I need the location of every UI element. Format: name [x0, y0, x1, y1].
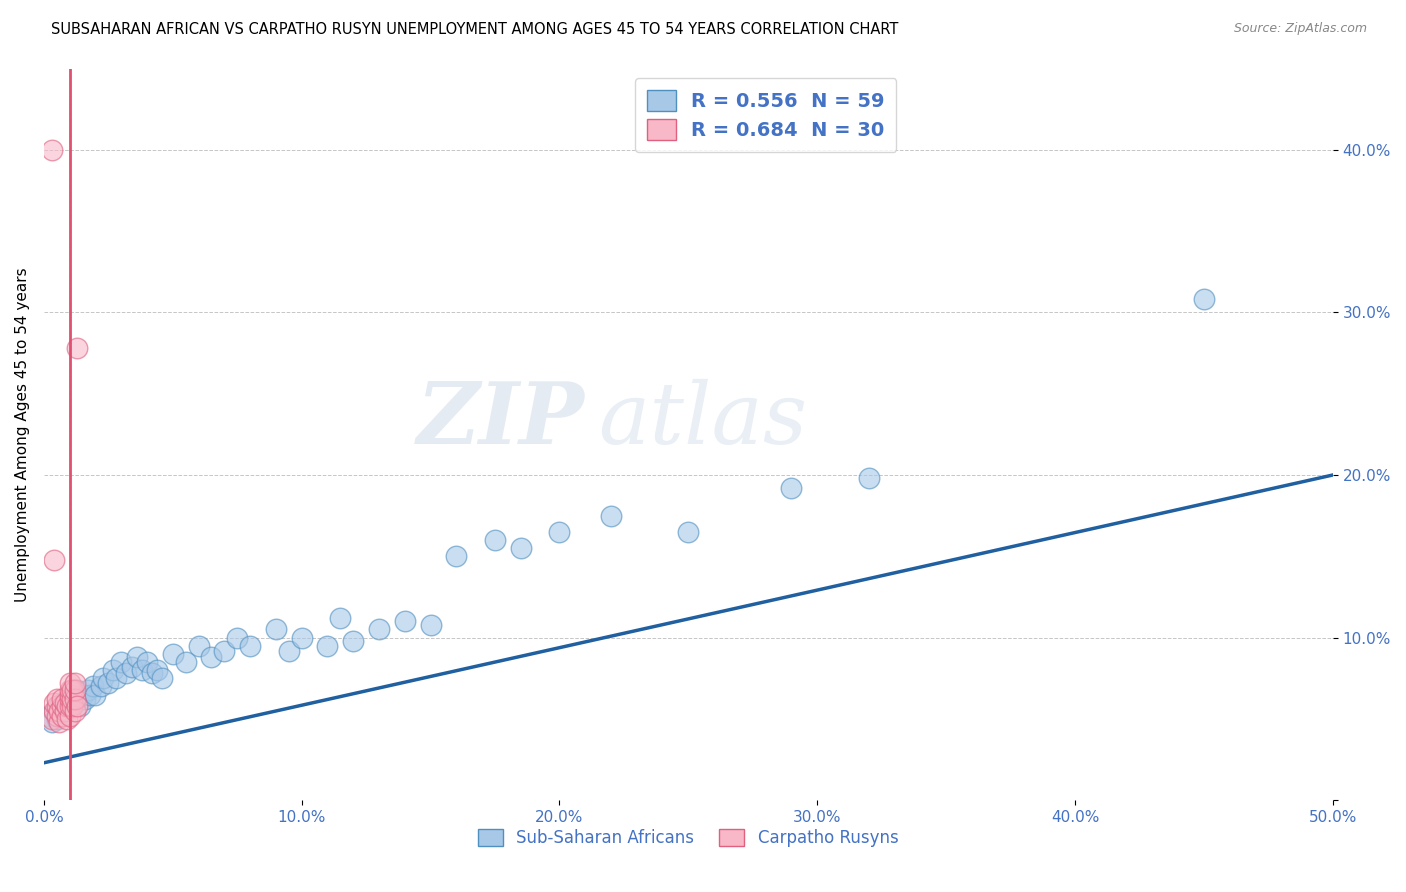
Point [51, 692, 73, 706]
Point [59, 676, 82, 690]
Text: Source: ZipAtlas.com: Source: ZipAtlas.com [1233, 22, 1367, 36]
Point [162, 647, 184, 661]
Point [59, 682, 82, 697]
Point [125, 650, 148, 665]
Point [316, 639, 339, 653]
Point [264, 623, 287, 637]
Point [59, 698, 82, 713]
Point [446, 549, 468, 564]
Point [63, 682, 86, 697]
Point [48, 715, 70, 730]
Text: atlas: atlas [598, 378, 807, 461]
Text: SUBSAHARAN AFRICAN VS CARPATHO RUSYN UNEMPLOYMENT AMONG AGES 45 TO 54 YEARS CORR: SUBSAHARAN AFRICAN VS CARPATHO RUSYN UNE… [51, 22, 898, 37]
Point [678, 524, 700, 539]
Point [45, 712, 67, 726]
Point [291, 631, 314, 645]
Point [60, 682, 83, 697]
Legend: Sub-Saharan Africans, Carpatho Rusyns: Sub-Saharan Africans, Carpatho Rusyns [471, 822, 905, 854]
Point [48, 704, 70, 718]
Point [66, 682, 89, 697]
Point [214, 643, 236, 657]
Point [239, 639, 262, 653]
Point [53, 696, 76, 710]
Point [38, 708, 60, 723]
Point [63, 696, 86, 710]
Point [115, 666, 138, 681]
Point [66, 341, 89, 355]
Point [51, 696, 73, 710]
Point [56, 712, 79, 726]
Point [146, 663, 169, 677]
Point [368, 623, 391, 637]
Point [63, 704, 86, 718]
Point [141, 666, 163, 681]
Point [105, 671, 128, 685]
Point [329, 611, 352, 625]
Point [72, 688, 94, 702]
Point [41, 715, 63, 730]
Point [44, 704, 66, 718]
Point [79, 688, 101, 702]
Point [53, 704, 76, 718]
Point [136, 655, 159, 669]
Point [97, 676, 120, 690]
Point [56, 698, 79, 713]
Point [63, 676, 86, 690]
Point [56, 692, 79, 706]
Point [277, 643, 299, 657]
Point [174, 655, 197, 669]
Point [152, 671, 174, 685]
Point [48, 698, 70, 713]
Point [780, 481, 803, 495]
Point [59, 708, 82, 723]
Point [342, 633, 364, 648]
Point [131, 663, 153, 677]
Point [187, 639, 209, 653]
Point [59, 698, 82, 713]
Point [200, 650, 222, 665]
Point [600, 508, 623, 523]
Point [76, 682, 98, 697]
Point [394, 615, 416, 629]
Point [75, 692, 97, 706]
Point [90, 679, 112, 693]
Point [66, 698, 89, 713]
Point [51, 708, 73, 723]
Point [548, 524, 571, 539]
Point [59, 688, 82, 702]
Point [91, 671, 114, 685]
Point [226, 631, 249, 645]
Text: ZIP: ZIP [418, 378, 585, 461]
Point [509, 541, 531, 556]
Point [44, 696, 66, 710]
Point [45, 692, 67, 706]
Point [41, 143, 63, 157]
Point [60, 692, 83, 706]
Point [110, 655, 132, 669]
Point [419, 617, 441, 632]
Point [484, 533, 506, 547]
Point [60, 692, 83, 706]
Point [53, 704, 76, 718]
Point [121, 660, 143, 674]
Point [44, 552, 66, 566]
Point [69, 698, 91, 713]
Point [1192, 293, 1215, 307]
Point [51, 698, 73, 713]
Point [59, 688, 82, 702]
Point [45, 708, 67, 723]
Point [60, 698, 83, 713]
Point [63, 692, 86, 706]
Point [82, 679, 104, 693]
Point [84, 688, 107, 702]
Point [858, 471, 880, 485]
Point [44, 704, 66, 718]
Point [45, 698, 67, 713]
Point [59, 692, 82, 706]
Point [41, 712, 63, 726]
Point [103, 663, 125, 677]
Y-axis label: Unemployment Among Ages 45 to 54 years: Unemployment Among Ages 45 to 54 years [15, 267, 30, 602]
